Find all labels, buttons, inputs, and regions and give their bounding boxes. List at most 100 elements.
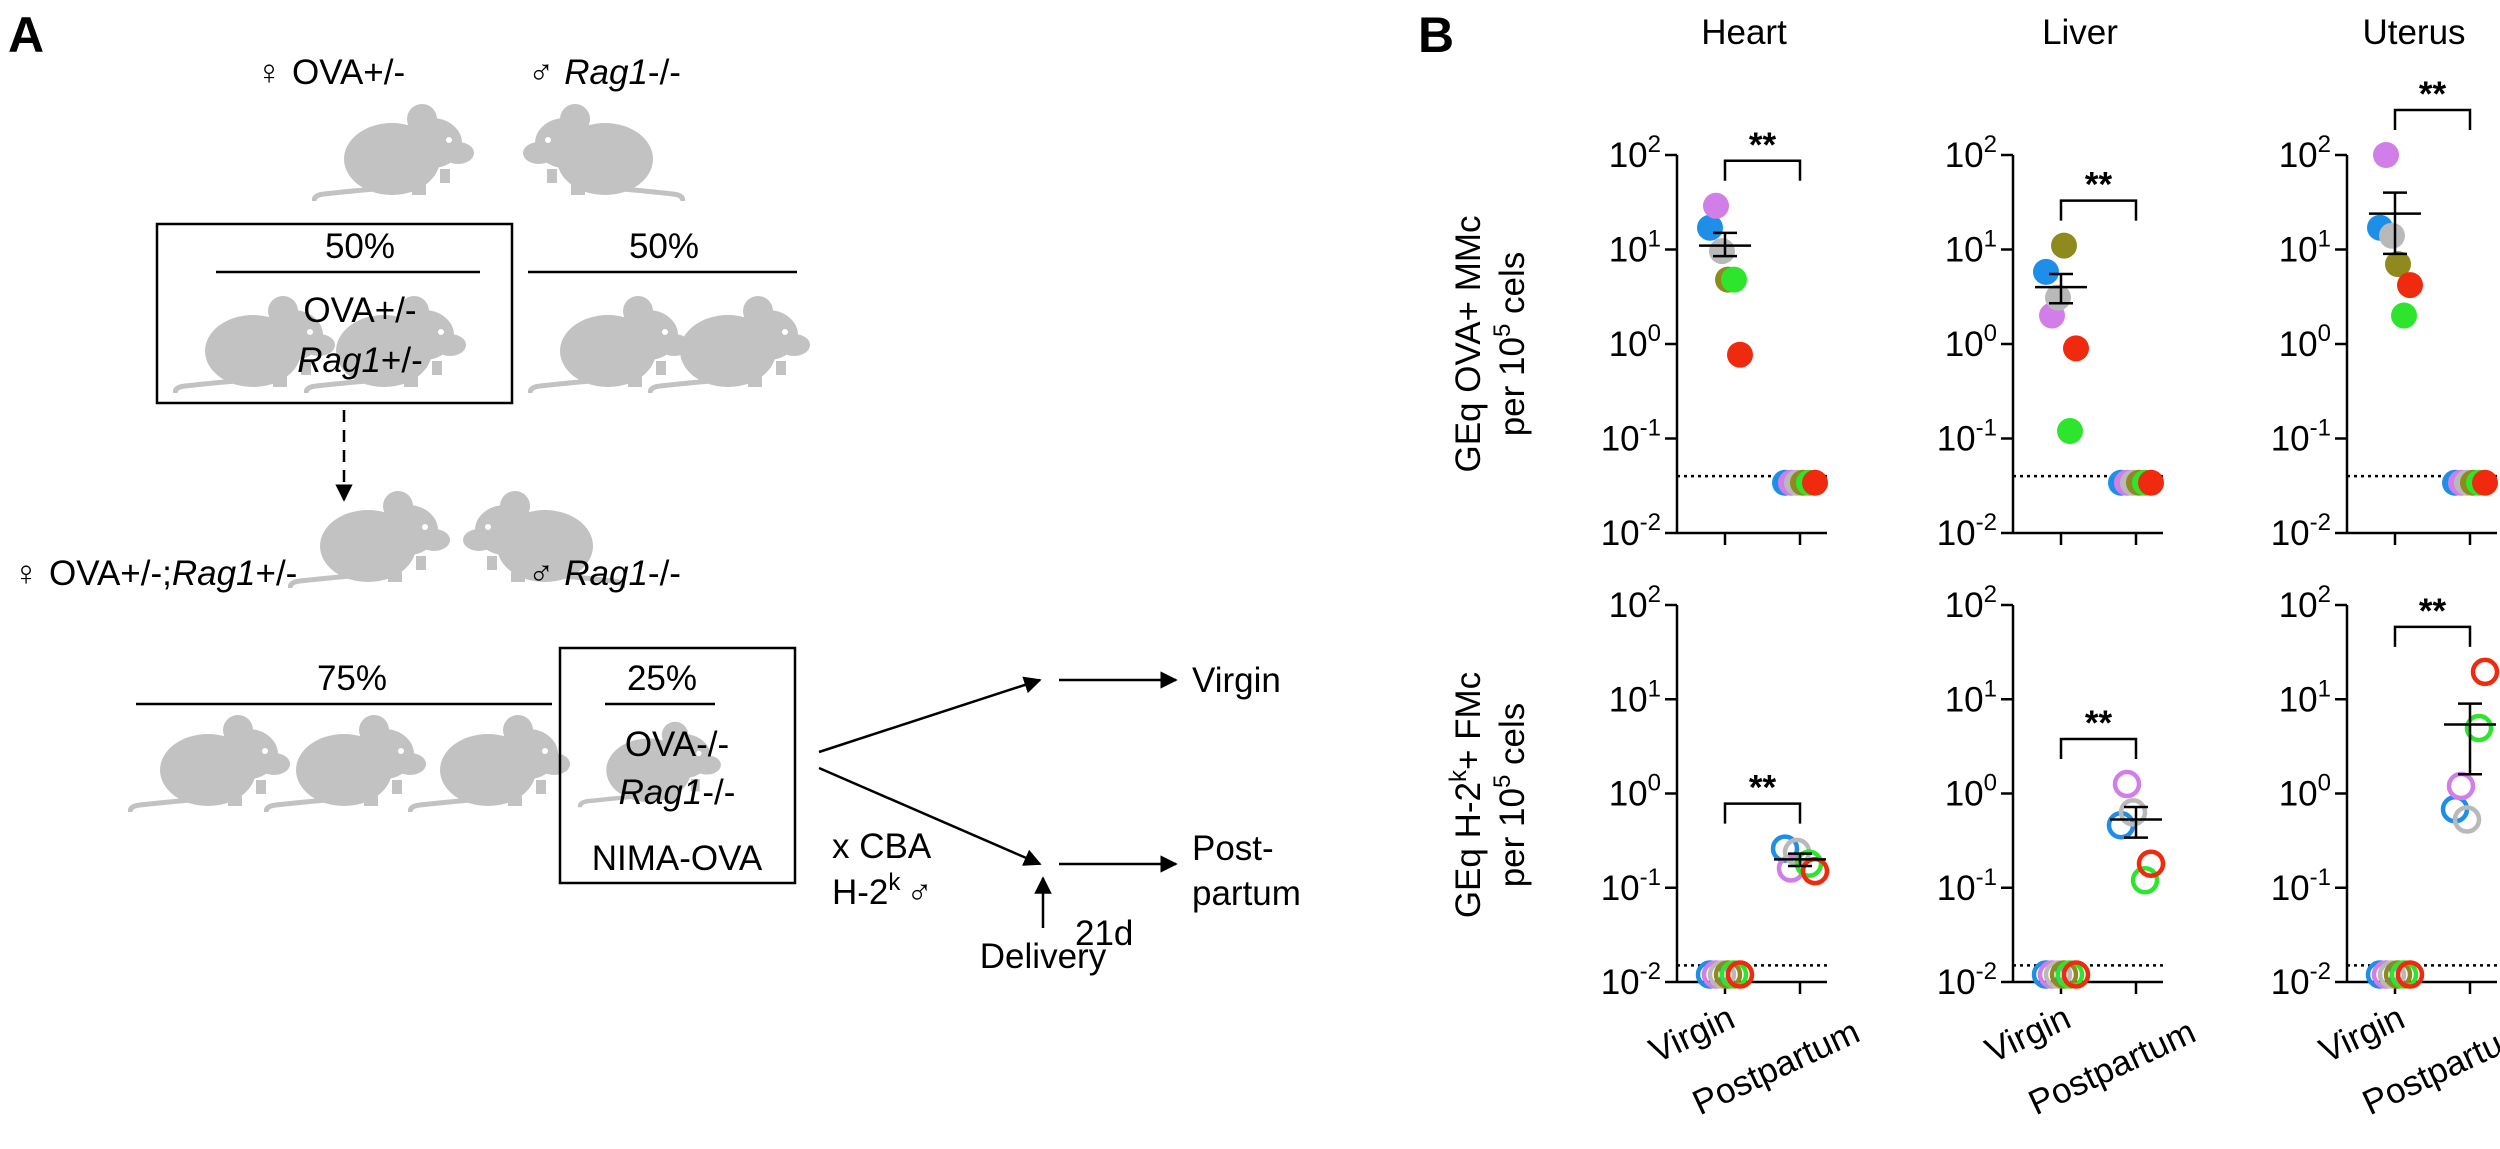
y-tick-label: 100 (1609, 320, 1661, 364)
data-point (2472, 469, 2498, 496)
y-axis-label: per 105 cels (1489, 252, 1532, 437)
tick-exponent: 1 (1648, 226, 1661, 253)
arrow (818, 676, 1042, 754)
data-point (2446, 771, 2476, 801)
genotype: +/- (256, 554, 298, 593)
y-tick-label: 102 (1609, 131, 1661, 175)
gene: Rag1 (564, 554, 648, 593)
data-point (2395, 960, 2425, 989)
tick-base: 10 (1601, 514, 1640, 553)
gene: Rag1 (619, 773, 703, 812)
significance: ** (2419, 592, 2447, 631)
tick-exponent: -1 (1976, 864, 1997, 891)
data-point (2063, 335, 2089, 362)
data-point (2118, 798, 2148, 827)
mouse (266, 715, 426, 812)
tick-exponent: -2 (2310, 509, 2331, 536)
tick-exponent: 2 (2318, 581, 2331, 608)
tick-exponent: 2 (1648, 581, 1661, 608)
significance-bracket (2059, 737, 2138, 760)
data-point (2385, 251, 2411, 278)
outcome: Virgin (1192, 661, 1281, 700)
tick-base: 10 (1609, 586, 1648, 625)
tick-base: 10 (1945, 231, 1984, 270)
tick-base: 10 (1945, 775, 1984, 814)
significance: ** (1749, 126, 1777, 165)
y-tick-label: 10-2 (1937, 509, 1997, 553)
gene: Rag1 (564, 53, 648, 92)
tick-base: 10 (2271, 869, 2310, 908)
mouse (130, 715, 290, 812)
tick-exponent: -2 (2310, 958, 2331, 985)
y-axis-label: GEq H-2k+ FMc (1445, 672, 1488, 918)
tick-exponent: 1 (1984, 675, 1997, 702)
genotype: -/- (648, 53, 681, 92)
x-tick-label: Virgin (1979, 998, 2076, 1071)
label-part: per 10 (1493, 788, 1532, 887)
tick-exponent: 0 (1984, 770, 1997, 797)
tick-base: 10 (1945, 325, 1984, 364)
data-point (2033, 258, 2059, 285)
tick-base: 10 (1609, 775, 1648, 814)
superscript: 5 (1489, 324, 1516, 337)
genotype: OVA+/- (303, 291, 416, 330)
f2-male: ♂ Rag1-/- (528, 554, 681, 593)
arrow (818, 766, 1042, 866)
data-point (2051, 232, 2077, 259)
mouse (530, 296, 690, 393)
y-tick-label: 10-2 (1601, 509, 1661, 553)
mouse (523, 104, 683, 201)
percent: 75% (317, 659, 387, 698)
tick-exponent: -2 (1976, 509, 1997, 536)
superscript: 5 (1489, 775, 1516, 788)
tick-exponent: 1 (2318, 226, 2331, 253)
data-point (2452, 805, 2482, 834)
haplotype: H-2 (832, 873, 888, 912)
tick-exponent: 0 (1984, 320, 1997, 347)
tick-base: 10 (2279, 775, 2318, 814)
y-axis-label: GEq OVA+ MMc (1449, 215, 1488, 472)
parent-male: ♂ Rag1-/- (528, 53, 681, 92)
tick-exponent: -1 (1976, 415, 1997, 442)
tick-base: 10 (1601, 420, 1640, 459)
tick-base: 10 (1945, 136, 1984, 175)
significance-bracket (1723, 159, 1802, 181)
tick-base: 10 (1945, 680, 1984, 719)
tick-base: 10 (2279, 680, 2318, 719)
y-tick-label: 101 (2279, 226, 2331, 270)
y-tick-label: 102 (1609, 581, 1661, 625)
data-point (2057, 418, 2083, 445)
label-part: + FMc (1449, 672, 1488, 770)
percent: 25% (627, 659, 697, 698)
data-point (1697, 214, 1723, 241)
data-point (2136, 849, 2166, 878)
data-point (2373, 142, 2399, 168)
mouse (314, 104, 474, 201)
data-point (2470, 657, 2500, 687)
data-point (1727, 341, 1753, 368)
data-point (1794, 849, 1824, 878)
tick-exponent: 0 (1648, 770, 1661, 797)
genotype: Rag1+/- (297, 341, 423, 380)
panel-label: B (1418, 7, 1454, 63)
y-tick-label: 10-1 (2271, 864, 2331, 908)
y-tick-label: 100 (1945, 770, 1997, 814)
outcome: partum (1192, 874, 1301, 913)
gene: Rag1 (172, 554, 256, 593)
mouse (290, 491, 450, 588)
y-tick-label: 101 (2279, 675, 2331, 719)
data-point (1703, 192, 1729, 219)
tick-base: 10 (1937, 420, 1976, 459)
data-point (2112, 769, 2142, 799)
tick-base: 10 (2279, 586, 2318, 625)
significance-bracket (2393, 108, 2472, 130)
tick-base: 10 (2271, 420, 2310, 459)
y-tick-label: 10-1 (1937, 415, 1997, 459)
y-tick-label: 101 (1945, 226, 1997, 270)
y-tick-label: 101 (1609, 675, 1661, 719)
tick-base: 10 (2279, 136, 2318, 175)
label-part: cels (1493, 252, 1532, 324)
y-tick-label: 102 (2279, 581, 2331, 625)
column-title: Liver (2042, 13, 2118, 52)
